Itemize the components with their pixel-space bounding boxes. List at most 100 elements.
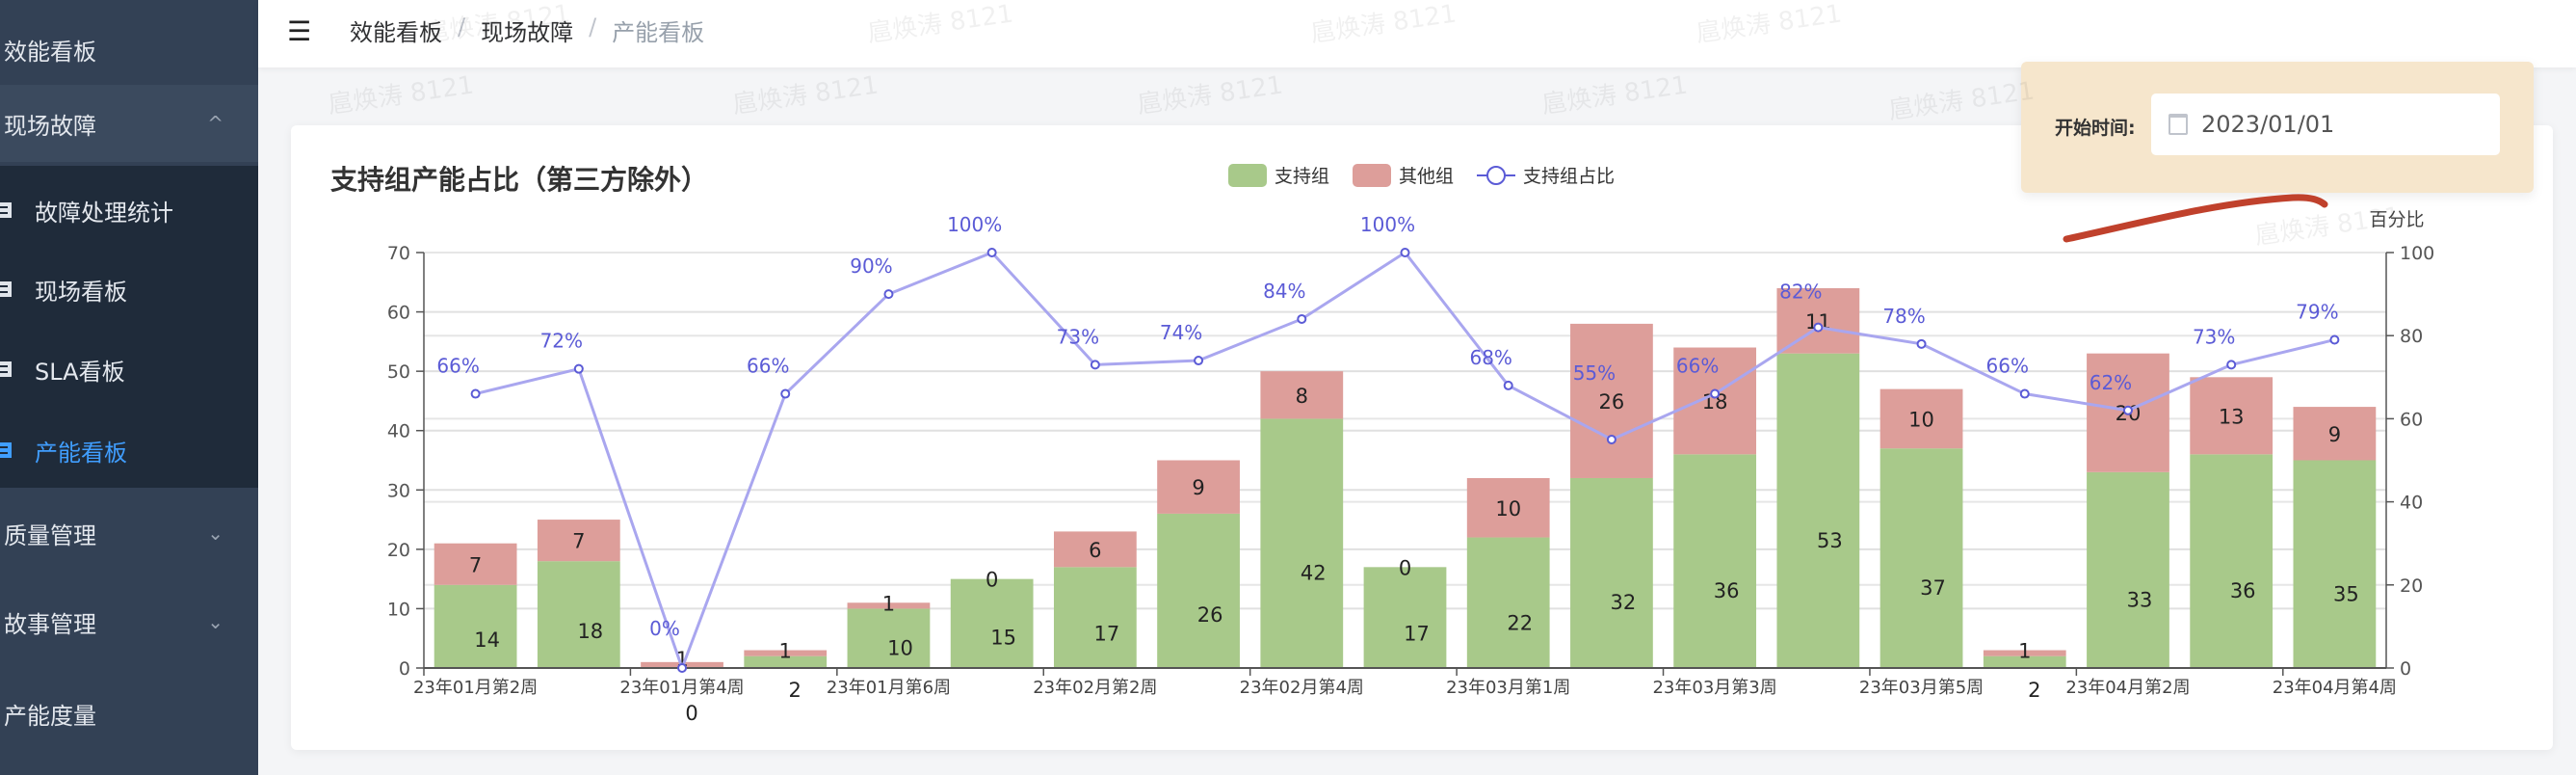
bar-other-label: 10 xyxy=(1495,497,1521,521)
y-left-tick-label: 0 xyxy=(399,658,410,680)
legend-label: 其他组 xyxy=(1399,166,1455,187)
sidebar-item-label: 质量管理 xyxy=(4,521,96,549)
x-tick-label: 23年03月第1周 xyxy=(1446,678,1570,698)
bar-other-label: 8 xyxy=(1296,385,1308,408)
legend-item-support[interactable]: 支持组 xyxy=(1228,162,1329,188)
bar-support-label: 15 xyxy=(990,627,1016,650)
bar-other xyxy=(1879,388,1963,449)
bar-other xyxy=(1260,371,1344,419)
bar-support xyxy=(2190,454,2274,668)
start-date-input[interactable]: 2023/01/01 xyxy=(2151,94,2500,155)
ratio-label: 66% xyxy=(747,355,789,378)
bar-support-label: 22 xyxy=(1507,612,1533,635)
sidebar-item-field-board[interactable]: 现场看板 xyxy=(0,251,258,328)
start-date-value: 2023/01/01 xyxy=(2201,111,2335,138)
y-right-tick-label: 60 xyxy=(2400,409,2423,430)
ratio-point xyxy=(1297,313,1307,324)
ratio-label: 82% xyxy=(1779,281,1822,304)
bar-support xyxy=(1053,567,1137,668)
chevron-down-icon: ⌄ xyxy=(207,610,223,633)
bar-other-label: 7 xyxy=(469,553,482,576)
legend-label: 支持组 xyxy=(1275,166,1330,187)
x-tick-label: 23年02月第2周 xyxy=(1033,678,1157,698)
bar-other xyxy=(1570,323,1653,478)
sidebar-item-capacity-board[interactable]: 产能看板 xyxy=(0,412,258,489)
ratio-point xyxy=(1090,360,1100,370)
bar-other-label: 1 xyxy=(2018,640,2031,663)
legend-swatch xyxy=(1228,163,1267,187)
sidebar-item-label: 故事管理 xyxy=(4,610,96,638)
x-tick-label: 23年03月第5周 xyxy=(1859,678,1984,698)
ratio-label: 0% xyxy=(649,617,680,640)
breadcrumb-separator: / xyxy=(458,13,466,40)
sidebar-item-label: 产能度量 xyxy=(4,702,96,730)
y-left-tick-label: 20 xyxy=(387,540,410,561)
bar-other xyxy=(2190,377,2274,455)
date-filter-popup: 开始时间: 2023/01/01 xyxy=(2021,62,2534,193)
bar-support xyxy=(847,608,931,668)
bar-support-label: 0 xyxy=(685,702,697,725)
ratio-point xyxy=(2122,405,2133,415)
x-tick-label: 23年02月第4周 xyxy=(1240,678,1364,698)
sidebar-item-capacity-metrics[interactable]: 产能度量 xyxy=(0,675,258,752)
submenu-background xyxy=(0,166,258,488)
y-right-tick-label: 0 xyxy=(2400,658,2411,680)
bar-other-label: 0 xyxy=(986,569,998,592)
ratio-point xyxy=(2226,360,2237,370)
y-left-tick-label: 50 xyxy=(387,361,410,383)
ratio-label: 68% xyxy=(1469,346,1511,369)
bar-other-label: 9 xyxy=(2328,423,2341,446)
y-left-tick-label: 40 xyxy=(387,421,410,442)
legend-label: 支持组占比 xyxy=(1523,166,1616,187)
ratio-point xyxy=(2329,334,2340,345)
bar-support-label: 32 xyxy=(1611,591,1637,614)
sidebar-item-quality[interactable]: 质量管理 ⌄ xyxy=(0,494,258,572)
bar-support-label: 53 xyxy=(1817,529,1843,552)
bar-other xyxy=(1466,477,1550,538)
bar-support-label: 14 xyxy=(474,628,500,652)
bar-other xyxy=(1776,287,1860,354)
y-right-tick-label: 80 xyxy=(2400,326,2423,347)
bar-support-label: 2 xyxy=(2028,679,2040,702)
ratio-label: 66% xyxy=(1676,355,1719,378)
sidebar-item-field-faults[interactable]: 现场故障 ^ xyxy=(0,85,258,162)
ratio-label: 100% xyxy=(1360,213,1415,236)
bar-support xyxy=(1673,454,1757,668)
y-left-tick-label: 10 xyxy=(387,599,410,620)
breadcrumb-item[interactable]: 效能看板 xyxy=(350,19,442,46)
ratio-point xyxy=(1916,338,1927,349)
ratio-label: 66% xyxy=(436,355,479,378)
chevron-up-icon: ^ xyxy=(207,112,223,135)
ratio-label: 73% xyxy=(1057,325,1099,348)
bar-support xyxy=(1570,477,1653,668)
ratio-label: 100% xyxy=(947,213,1002,236)
calendar-icon xyxy=(2169,114,2188,135)
bar-support xyxy=(537,561,620,668)
sidebar-item-efficiency-board[interactable]: 效能看板 xyxy=(0,11,258,88)
bar-support-label: 10 xyxy=(887,636,913,659)
bar-other xyxy=(2293,407,2377,461)
sidebar-item-fault-stats[interactable]: 故障处理统计 xyxy=(0,172,258,249)
bar-support-label: 17 xyxy=(1404,622,1430,645)
breadcrumb-item[interactable]: 现场故障 xyxy=(481,19,574,46)
bar-support-label: 36 xyxy=(2230,579,2256,602)
bar-support-label: 36 xyxy=(1714,579,1740,602)
hamburger-icon[interactable]: ☰ xyxy=(287,15,312,47)
sidebar-item-sla-board[interactable]: SLA看板 xyxy=(0,331,258,408)
bar-support xyxy=(1879,448,1963,668)
ratio-point xyxy=(883,289,894,300)
breadcrumb-separator: / xyxy=(589,13,597,40)
y-right-tick-label: 100 xyxy=(2400,243,2434,264)
bar-other-label: 7 xyxy=(572,530,585,553)
x-tick-label: 23年01月第2周 xyxy=(413,678,538,698)
ratio-point xyxy=(470,388,481,399)
ratio-point xyxy=(573,363,584,374)
ratio-label: 66% xyxy=(1986,355,2029,378)
ratio-label: 84% xyxy=(1263,280,1305,303)
legend-item-other[interactable]: 其他组 xyxy=(1353,162,1454,188)
bar-support xyxy=(1363,567,1447,668)
sidebar-item-stories[interactable]: 故事管理 ⌄ xyxy=(0,583,258,660)
bar-support xyxy=(1157,513,1240,668)
legend-item-ratio[interactable]: 支持组占比 xyxy=(1477,162,1615,188)
